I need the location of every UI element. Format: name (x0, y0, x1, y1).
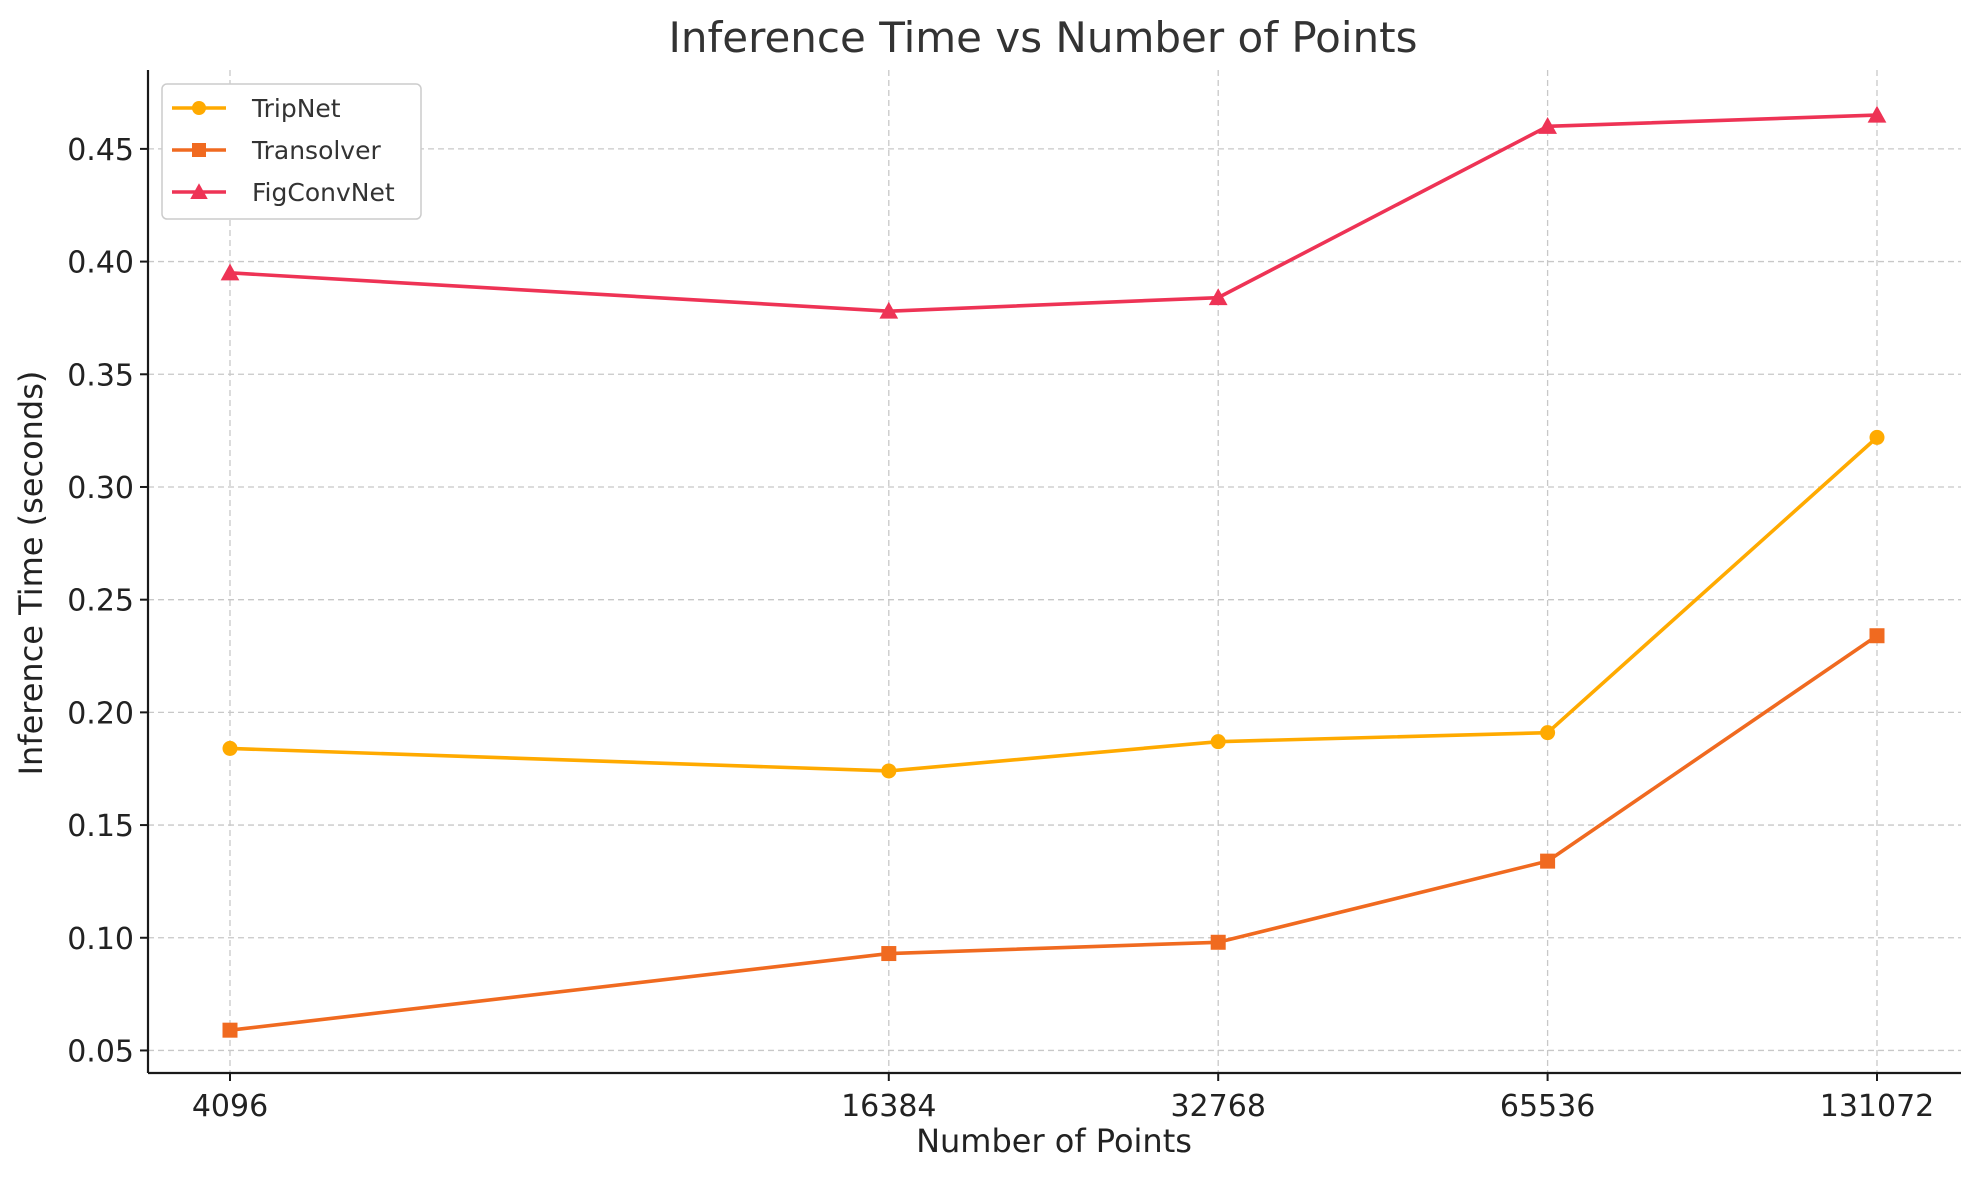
y-tick-label: 0.10 (67, 922, 134, 957)
square-marker (1540, 853, 1556, 869)
y-axis-label: Inference Time (seconds) (12, 371, 50, 776)
square-marker (881, 946, 897, 962)
x-axis-label: Number of Points (916, 1122, 1192, 1160)
legend-item-tripnet: TripNet (172, 94, 341, 123)
series-group (220, 105, 1887, 1038)
legend-box (161, 83, 422, 220)
x-tick-label: 32768 (1170, 1089, 1265, 1124)
y-tick-label: 0.15 (67, 809, 134, 844)
square-marker (1869, 628, 1885, 644)
axes: 4096 16384 32768 65536 131072 0.05 0.10 0.15 0.2… (67, 70, 1961, 1124)
square-marker (1210, 934, 1226, 950)
y-tick-label: 0.35 (67, 358, 134, 393)
series-figconvnet (220, 105, 1887, 319)
circle-marker (881, 763, 897, 779)
circle-marker (1869, 429, 1885, 445)
triangle-marker (1867, 105, 1887, 123)
grid (148, 70, 1961, 1073)
chart-title: Inference Time vs Number of Points (668, 13, 1417, 62)
circle-marker (222, 740, 238, 756)
triangle-marker (879, 301, 899, 319)
square-marker (192, 143, 206, 157)
y-tick-label: 0.45 (67, 133, 134, 168)
legend-label: TripNet (251, 94, 341, 123)
triangle-marker (220, 263, 240, 281)
y-tick-label: 0.20 (67, 696, 134, 731)
legend-item-transolver: Transolver (172, 136, 381, 165)
series-tripnet (222, 429, 1885, 779)
x-tick-label: 16384 (841, 1089, 936, 1124)
y-tick-label: 0.25 (67, 584, 134, 619)
legend: TripNet Transolver FigConvNet (161, 83, 422, 220)
legend-label: FigConvNet (252, 178, 395, 207)
y-tick-label: 0.40 (67, 246, 134, 281)
series-line-figconvnet (229, 113, 1878, 313)
triangle-marker (1208, 288, 1228, 306)
circle-marker (1540, 725, 1556, 741)
legend-item-figconvnet: FigConvNet (172, 178, 395, 207)
square-marker (222, 1022, 238, 1038)
triangle-marker (190, 183, 208, 199)
x-tick-label: 4096 (192, 1089, 268, 1124)
series-transolver (222, 628, 1885, 1038)
series-line-transolver (229, 634, 1879, 1032)
x-tick-label: 131072 (1820, 1089, 1935, 1124)
triangle-marker (1538, 116, 1557, 134)
circle-marker (192, 101, 206, 115)
y-tick-label: 0.05 (67, 1034, 134, 1069)
legend-label: Transolver (251, 136, 381, 165)
y-tick-label: 0.30 (67, 471, 134, 506)
x-tick-label: 65536 (1500, 1089, 1595, 1124)
circle-marker (1210, 734, 1226, 750)
